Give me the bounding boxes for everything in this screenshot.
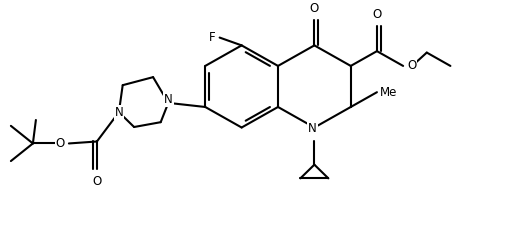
Text: N: N (164, 94, 173, 106)
Text: F: F (209, 31, 216, 44)
Text: O: O (92, 175, 102, 188)
Text: O: O (372, 8, 382, 21)
Text: Me: Me (380, 86, 397, 99)
Text: N: N (308, 122, 317, 135)
Text: O: O (310, 2, 319, 15)
Text: O: O (56, 137, 65, 150)
Text: N: N (114, 106, 123, 119)
Text: O: O (407, 60, 416, 72)
